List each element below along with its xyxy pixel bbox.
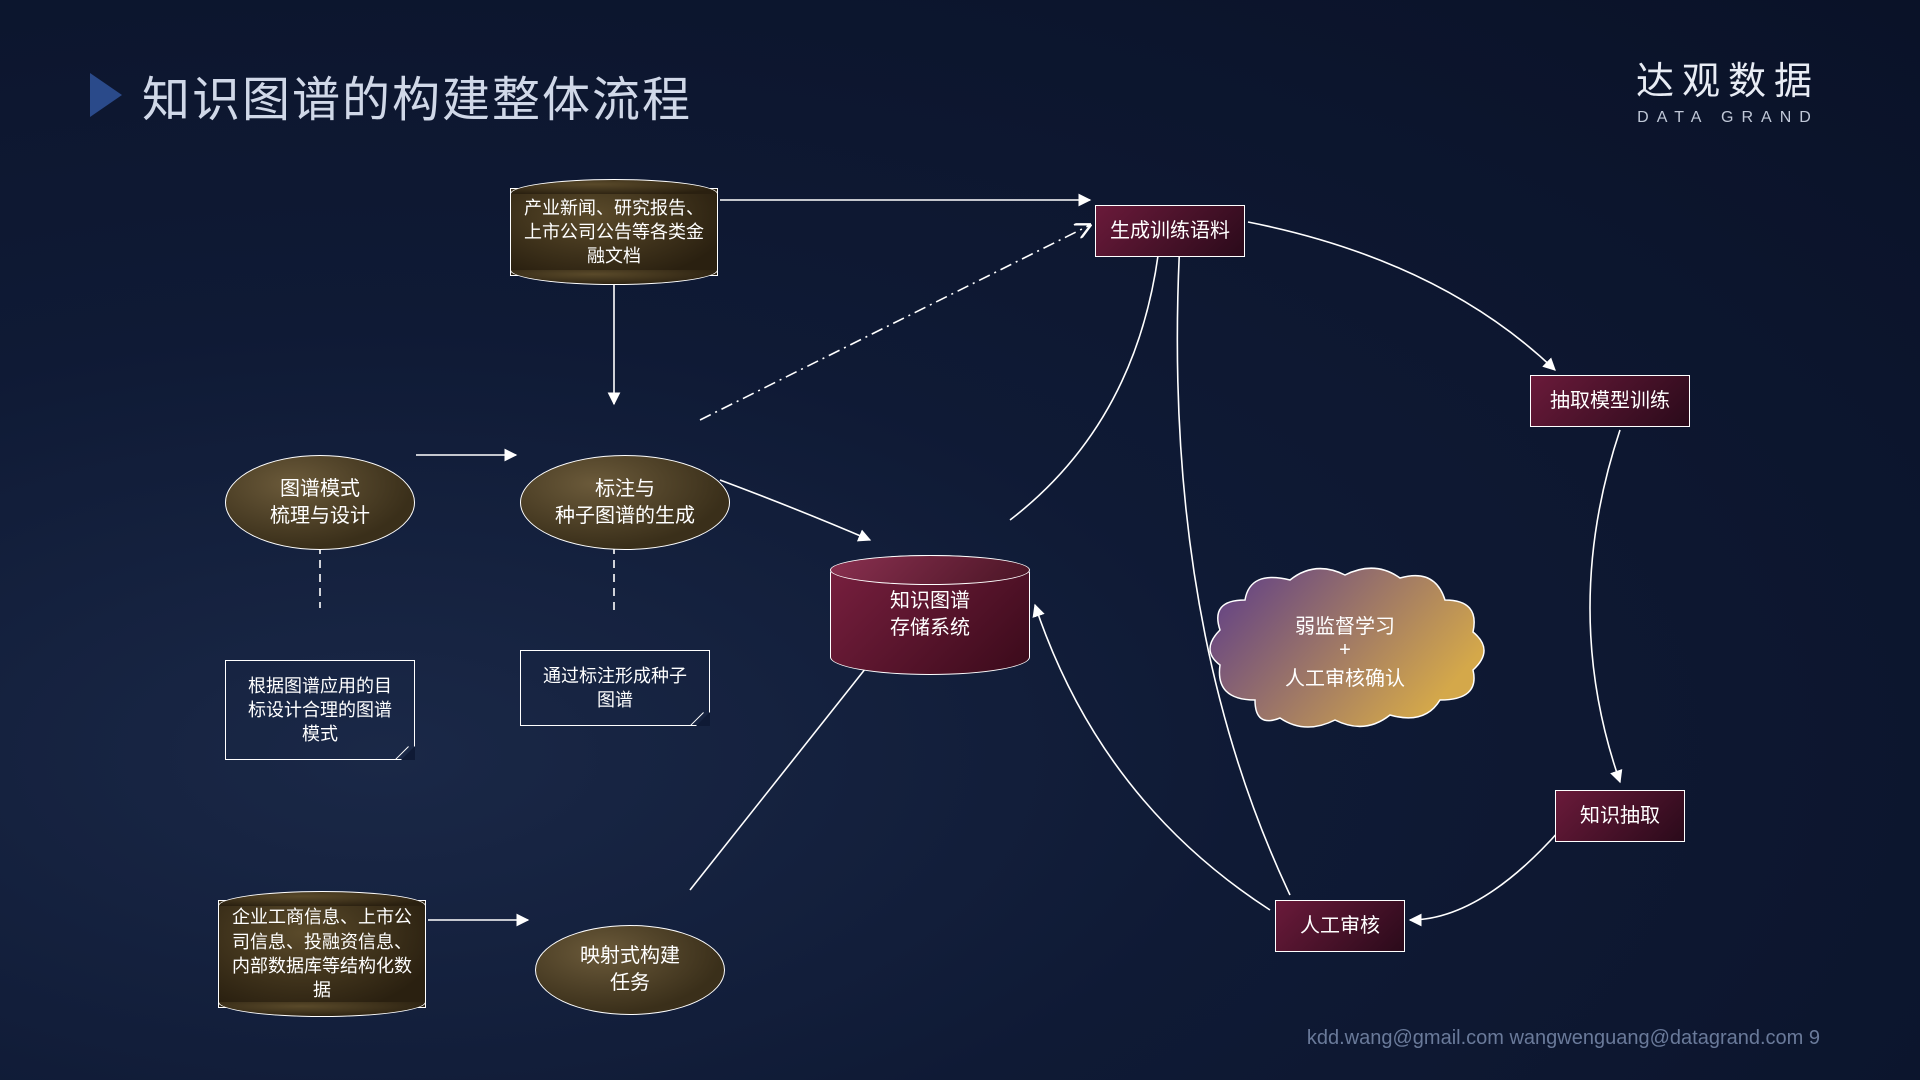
node-cyl: 知识图谱 存储系统 <box>830 555 1030 675</box>
node-rect_model: 抽取模型训练 <box>1530 375 1690 427</box>
node-scroll_top: 产业新闻、研究报告、上市公司公告等各类金融文档 <box>510 188 718 276</box>
node-ellipse2: 标注与 种子图谱的生成 <box>520 455 730 550</box>
node-ellipse1: 图谱模式 梳理与设计 <box>225 455 415 550</box>
node-rect_extract: 知识抽取 <box>1555 790 1685 842</box>
node-note2: 通过标注形成种子图谱 <box>520 650 710 726</box>
node-rect_review: 人工审核 <box>1275 900 1405 952</box>
node-cloud: 弱监督学习 + 人工审核确认 <box>1195 560 1495 740</box>
node-scroll_bottom: 企业工商信息、上市公司信息、投融资信息、内部数据库等结构化数据 <box>218 900 426 1008</box>
footer-text: kdd.wang@gmail.com wangwenguang@datagran… <box>1307 1027 1820 1050</box>
node-rect_train: 生成训练语料 <box>1095 205 1245 257</box>
node-ellipse3: 映射式构建 任务 <box>535 925 725 1015</box>
node-note1: 根据图谱应用的目标设计合理的图谱模式 <box>225 660 415 760</box>
node-layer: 产业新闻、研究报告、上市公司公告等各类金融文档企业工商信息、上市公司信息、投融资… <box>0 0 1920 1080</box>
